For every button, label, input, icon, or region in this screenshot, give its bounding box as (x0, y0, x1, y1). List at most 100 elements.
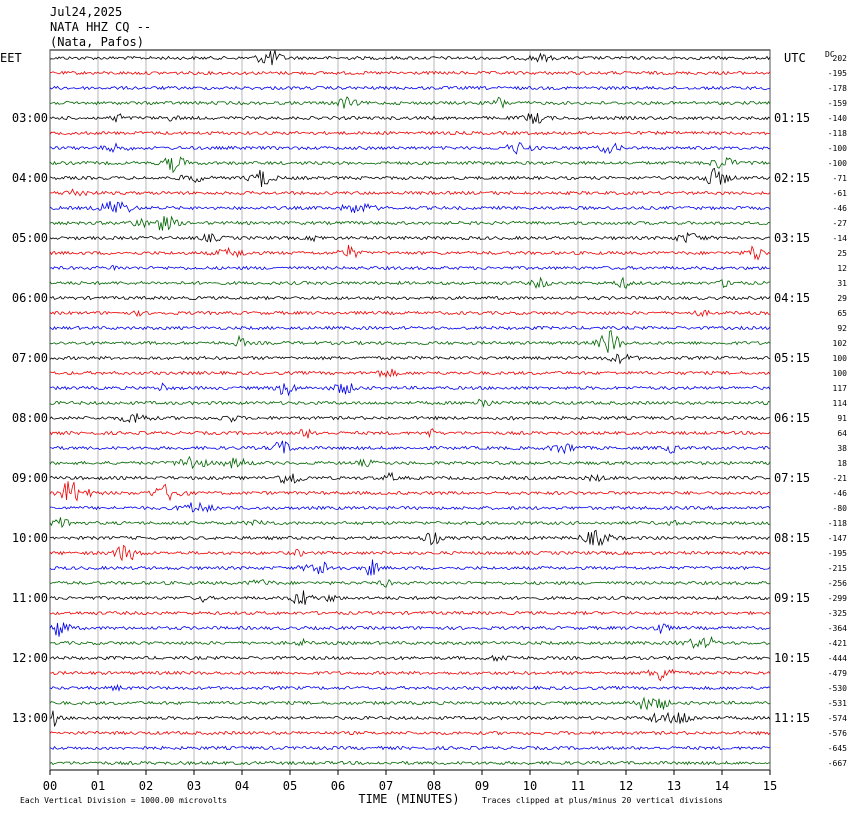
right-time: 06:15 (774, 411, 810, 425)
trace (49, 130, 771, 136)
left-time: 06:00 (12, 291, 48, 305)
dc-offset: 102 (833, 339, 848, 348)
right-time: 04:15 (774, 291, 810, 305)
trace (49, 668, 771, 682)
dc-offset: -100 (828, 159, 847, 168)
dc-offset: -46 (833, 489, 848, 498)
dc-offset: -61 (833, 189, 848, 198)
right-time: 01:15 (774, 111, 810, 125)
trace (49, 264, 771, 271)
x-tick-label: 04 (235, 779, 249, 793)
x-tick-label: 03 (187, 779, 201, 793)
trace (49, 590, 771, 605)
right-time: 09:15 (774, 591, 810, 605)
x-tick-label: 15 (763, 779, 777, 793)
dc-offset: 29 (837, 294, 847, 303)
trace (49, 529, 771, 547)
location: (Nata, Pafos) (50, 35, 144, 49)
trace (49, 610, 771, 616)
dc-offset: -645 (828, 744, 847, 753)
dc-offset: -27 (833, 219, 848, 228)
date: Jul24,2025 (50, 5, 122, 19)
left-time: 05:00 (12, 231, 48, 245)
dc-offset: -256 (828, 579, 847, 588)
left-time: 09:00 (12, 471, 48, 485)
dc-offset: 65 (837, 309, 847, 318)
dc-offset: -667 (828, 759, 847, 768)
dc-offset: -178 (828, 84, 847, 93)
dc-offset: -299 (828, 594, 847, 603)
dc-offset: -531 (828, 699, 847, 708)
dc-offset: 92 (837, 324, 847, 333)
dc-offset: 25 (837, 249, 847, 258)
trace (49, 654, 771, 662)
left-time: 12:00 (12, 651, 48, 665)
trace (49, 325, 771, 331)
dc-offset: -576 (828, 729, 847, 738)
dc-offset: -140 (828, 114, 847, 123)
trace (49, 142, 770, 155)
trace (49, 710, 771, 727)
dc-offset: 31 (837, 279, 847, 288)
dc-offset: -147 (828, 534, 847, 543)
dc-offset: 117 (833, 384, 848, 393)
trace (49, 760, 771, 766)
dc-offset: -21 (833, 474, 848, 483)
dc-offset: -530 (828, 684, 847, 693)
trace (49, 96, 771, 110)
dc-offset: -215 (828, 564, 847, 573)
x-tick-label: 14 (715, 779, 729, 793)
trace (49, 382, 771, 397)
trace (49, 329, 771, 353)
right-zone: UTC (784, 51, 806, 65)
trace (49, 113, 771, 124)
dc-offset: -421 (828, 639, 847, 648)
trace (49, 156, 771, 174)
right-time: 11:15 (774, 711, 810, 725)
trace (49, 85, 771, 91)
trace (49, 353, 771, 365)
dc-offset: -444 (828, 654, 847, 663)
x-label: TIME (MINUTES) (358, 792, 459, 806)
dc-header: DC (825, 50, 835, 59)
plot-frame (49, 49, 771, 771)
trace (49, 428, 771, 439)
trace (49, 201, 771, 214)
left-time: 10:00 (12, 531, 48, 545)
trace (49, 244, 771, 261)
right-time: 02:15 (774, 171, 810, 185)
station: NATA HHZ CQ -- (50, 20, 151, 34)
dc-offset: -195 (828, 69, 847, 78)
left-time: 08:00 (12, 411, 48, 425)
dc-offset: -479 (828, 669, 847, 678)
trace (49, 398, 771, 408)
x-tick-label: 11 (571, 779, 585, 793)
dc-offset: 91 (837, 414, 847, 423)
trace (49, 544, 771, 562)
left-time: 07:00 (12, 351, 48, 365)
dc-offset: 202 (833, 54, 848, 63)
x-tick-label: 10 (523, 779, 537, 793)
dc-offset: -159 (828, 99, 847, 108)
trace (49, 471, 771, 485)
dc-offset: -14 (833, 234, 848, 243)
trace (49, 215, 771, 231)
trace (49, 188, 771, 197)
trace (49, 578, 771, 588)
dc-offset: -71 (833, 174, 848, 183)
dc-offset: 18 (837, 459, 847, 468)
dc-offset: 64 (837, 429, 847, 438)
trace (49, 559, 771, 576)
trace (49, 501, 771, 513)
trace (50, 70, 771, 76)
x-tick-label: 01 (91, 779, 105, 793)
dc-offset: -118 (828, 519, 847, 528)
dc-offset: -46 (833, 204, 848, 213)
x-tick-label: 02 (139, 779, 153, 793)
left-time: 13:00 (12, 711, 48, 725)
trace (49, 455, 771, 470)
left-time: 11:00 (12, 591, 48, 605)
trace (49, 517, 771, 529)
right-time: 10:15 (774, 651, 810, 665)
